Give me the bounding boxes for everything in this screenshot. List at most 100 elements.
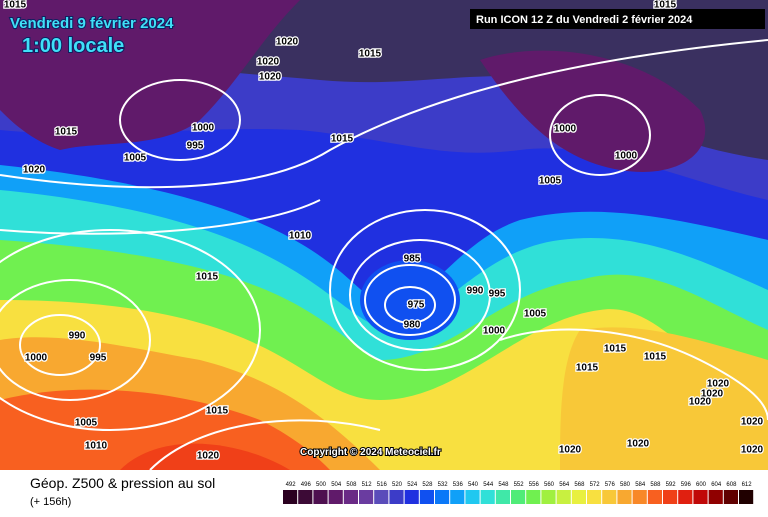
isobar-label: 1010: [289, 231, 312, 242]
caption: Géop. Z500 & pression au sol: [30, 475, 215, 491]
legend-label: 548: [498, 482, 509, 488]
copyright: Copyright © 2024 Meteociel.fr: [300, 447, 441, 458]
isobar-label: 1020: [197, 451, 220, 462]
isobar-label: 1005: [124, 153, 147, 164]
legend-swatch: [723, 490, 738, 504]
isobar-label: 1000: [25, 353, 48, 364]
isobar-label: 1010: [85, 441, 108, 452]
isobar-label: 1020: [559, 445, 582, 456]
isobar-label: 975: [408, 300, 425, 311]
isobar-label: 1015: [206, 406, 229, 417]
isobar-label: 1020: [741, 445, 764, 456]
legend-swatch: [632, 490, 647, 504]
run-info: Run ICON 12 Z du Vendredi 2 février 2024: [476, 14, 693, 26]
legend-swatch: [556, 490, 571, 504]
isobar-label: 1015: [654, 0, 677, 11]
legend-swatch: [587, 490, 602, 504]
legend-swatch: [404, 490, 419, 504]
isobar-label: 1000: [483, 326, 506, 337]
legend-label: 532: [438, 482, 449, 488]
isobar-label: 1020: [701, 389, 724, 400]
isobar-label: 1015: [55, 127, 78, 138]
legend-label: 584: [635, 482, 646, 488]
legend-swatch: [328, 490, 343, 504]
isobar-lines: [0, 39, 768, 471]
isobar-label: 1020: [627, 439, 650, 450]
legend-swatch: [465, 490, 480, 504]
legend-label: 500: [316, 482, 327, 488]
legend-label: 540: [468, 482, 479, 488]
legend-label: 608: [726, 482, 737, 488]
isobar-label: 1015: [604, 344, 627, 355]
isobar-label: 1005: [75, 418, 98, 429]
legend-label: 516: [377, 482, 388, 488]
legend-label: 612: [742, 482, 753, 488]
legend-swatch: [526, 490, 541, 504]
legend-label: 588: [650, 482, 661, 488]
legend-label: 596: [681, 482, 692, 488]
legend-label: 492: [286, 482, 297, 488]
legend-swatch: [435, 490, 450, 504]
isobar-label: 990: [467, 286, 484, 297]
isobar-label: 1020: [257, 57, 280, 68]
legend-label: 560: [544, 482, 555, 488]
map-title: Vendredi 9 février 2024: [10, 15, 174, 32]
legend-swatch: [511, 490, 526, 504]
legend-swatch: [663, 490, 678, 504]
z500-field: [0, 0, 768, 470]
legend-swatch: [602, 490, 617, 504]
legend-swatch: [374, 490, 389, 504]
legend-swatch: [647, 490, 662, 504]
legend-label: 580: [620, 482, 631, 488]
local-time: 1:00 locale: [22, 35, 124, 57]
legend-label: 524: [407, 482, 418, 488]
legend-label: 496: [301, 482, 312, 488]
legend-swatch: [298, 490, 313, 504]
legend-swatch: [495, 490, 510, 504]
legend-label: 600: [696, 482, 707, 488]
legend-label: 504: [331, 482, 342, 488]
legend-swatch: [693, 490, 708, 504]
legend-label: 592: [666, 482, 677, 488]
isobar-label: 1020: [741, 417, 764, 428]
legend-label: 512: [362, 482, 373, 488]
legend-label: 604: [711, 482, 722, 488]
isobar-label: 1015: [576, 363, 599, 374]
isobar-label: 995: [90, 353, 107, 364]
isobar-label: 1015: [4, 0, 27, 11]
isobar-label: 990: [69, 331, 86, 342]
legend-swatch: [450, 490, 465, 504]
isobar-label: 1015: [644, 352, 667, 363]
legend-swatch: [343, 490, 358, 504]
legend-label: 572: [590, 482, 601, 488]
legend-label: 536: [453, 482, 464, 488]
legend-label: 528: [422, 482, 433, 488]
legend-label: 508: [346, 482, 357, 488]
isobar-label: 995: [489, 289, 506, 300]
legend-label: 568: [574, 482, 585, 488]
lead-time: (+ 156h): [30, 496, 71, 508]
isobar-label: 1020: [259, 72, 282, 83]
isobar-label: 1015: [196, 272, 219, 283]
legend-swatch: [283, 490, 298, 504]
isobar-label: 980: [404, 320, 421, 331]
isobar-label: 1005: [524, 309, 547, 320]
legend-swatch: [678, 490, 693, 504]
isobar-label: 985: [404, 254, 421, 265]
run-box: [470, 9, 765, 29]
legend-swatch: [419, 490, 434, 504]
legend-swatch: [571, 490, 586, 504]
legend-swatch: [739, 490, 754, 504]
legend-label: 576: [605, 482, 616, 488]
legend-swatch: [541, 490, 556, 504]
legend-swatch: [389, 490, 404, 504]
isobar-label: 1020: [23, 165, 46, 176]
legend-label: 556: [529, 482, 540, 488]
legend: 492 496 500 504 508 512 516 520 524 528 532 536 540 5…: [283, 482, 754, 504]
legend-swatch: [708, 490, 723, 504]
legend-label: 544: [483, 482, 494, 488]
isobar-label: 1020: [689, 397, 712, 408]
isobar-label: 1000: [554, 124, 577, 135]
isobar-label: 995: [187, 141, 204, 152]
